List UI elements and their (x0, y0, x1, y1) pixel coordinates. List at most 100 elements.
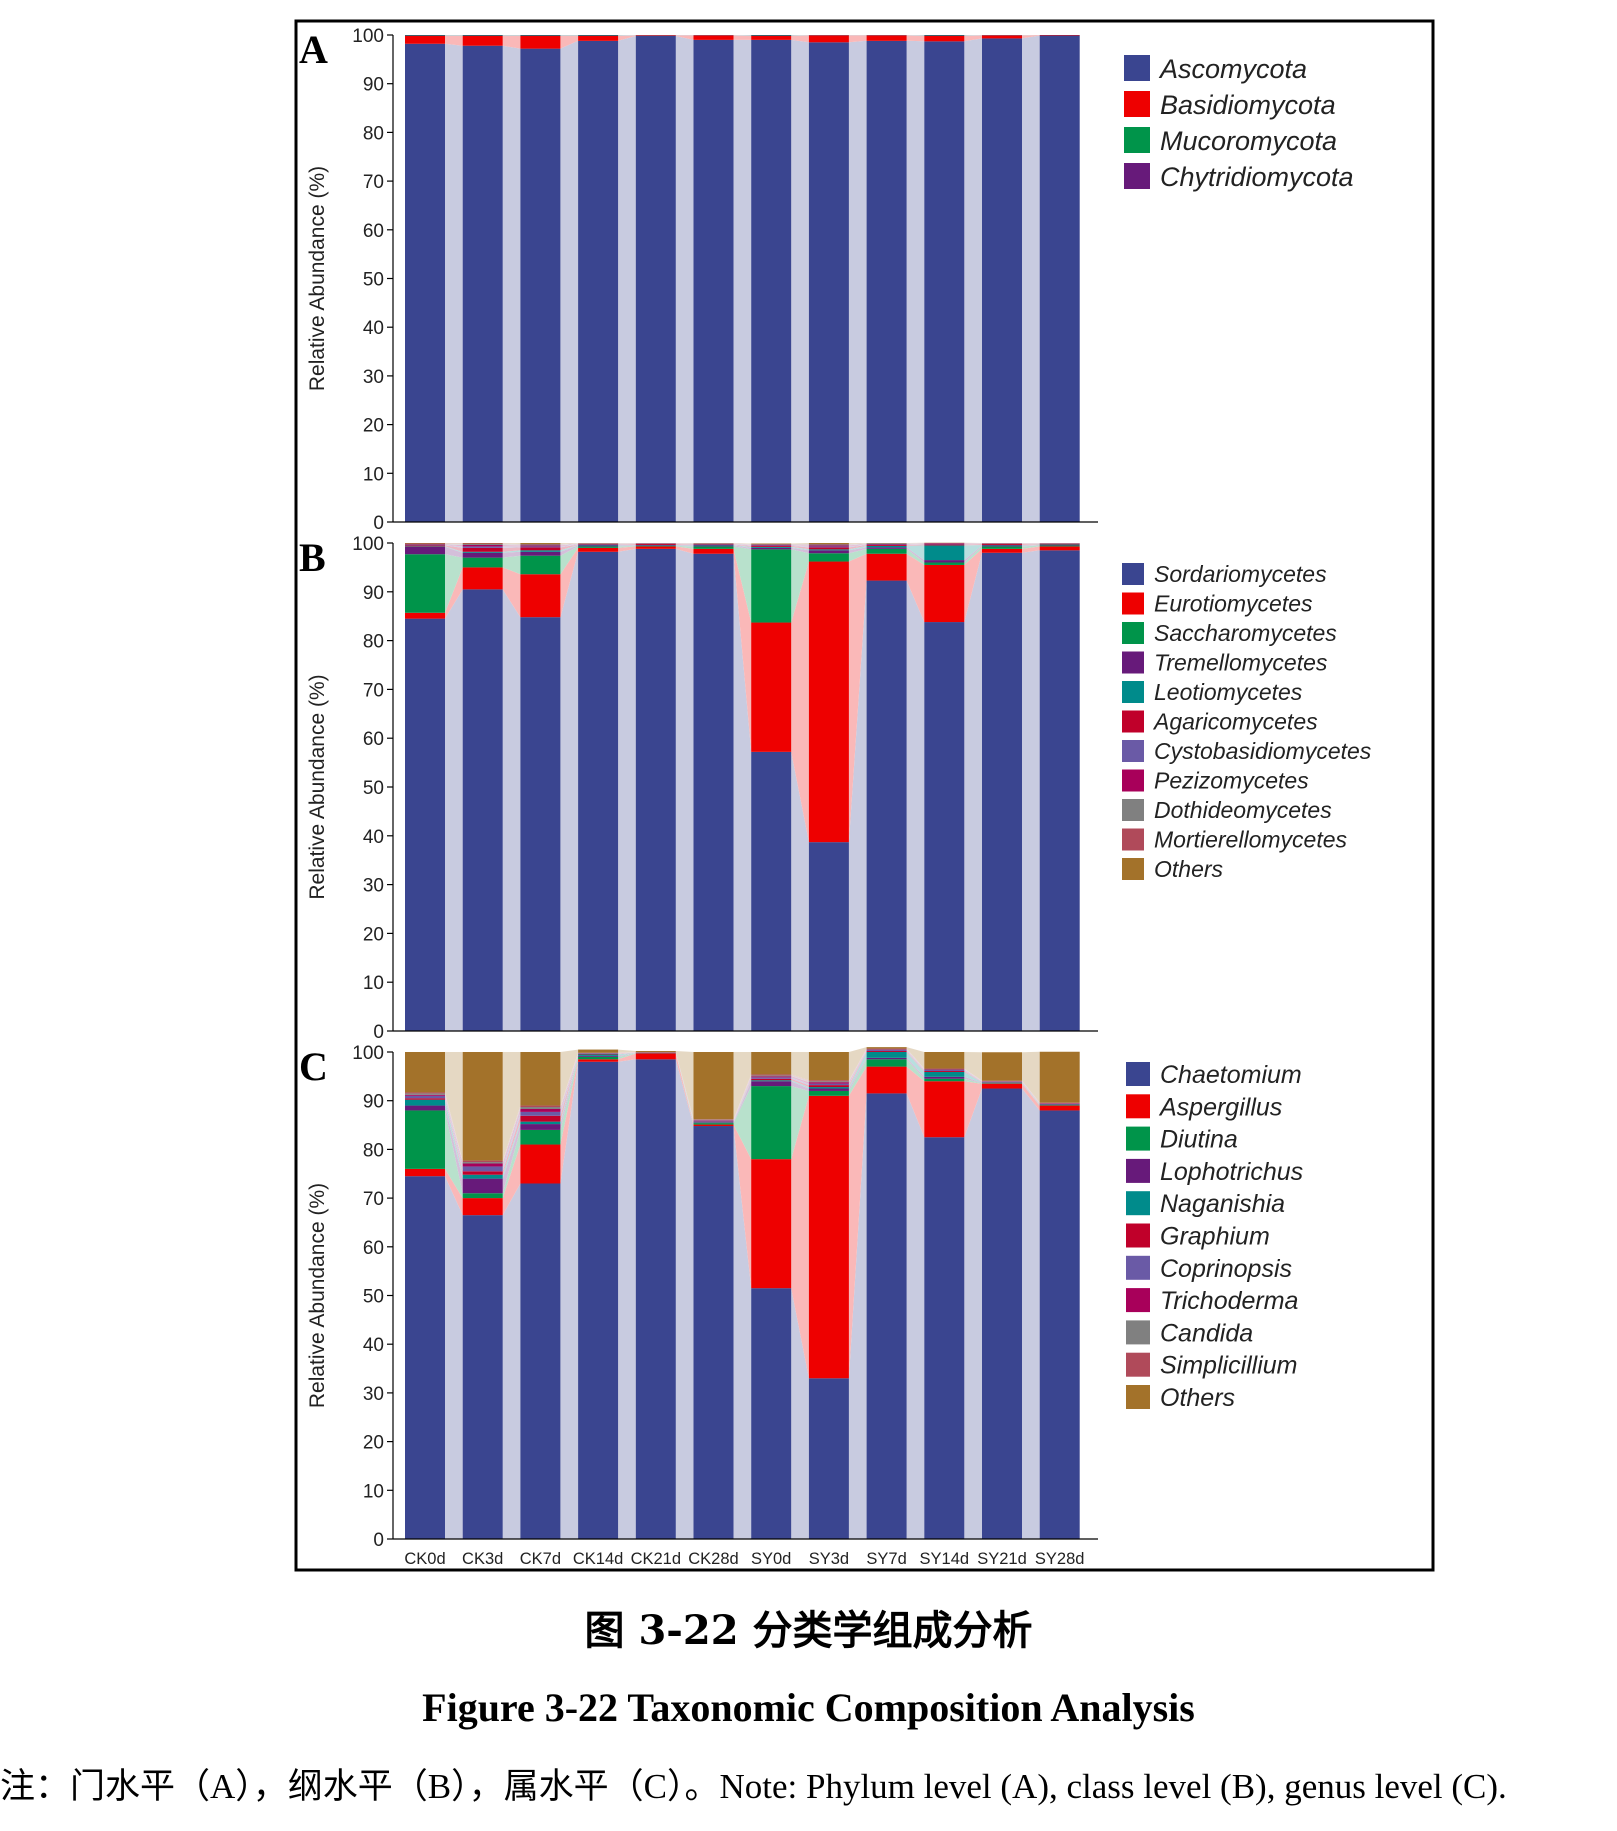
band-others-0 (445, 543, 463, 544)
bar-aspergillus-ck28d (693, 1124, 734, 1127)
bar-aspergillus-ck14d (578, 1059, 619, 1062)
band-simplicillium-10 (1022, 1080, 1040, 1103)
band-basidiomycota-6 (791, 35, 809, 43)
bar-chaetomium-sy28d (1039, 1110, 1080, 1539)
band-dothideomycetes-2 (560, 543, 579, 546)
bar-graphium-sy0d (751, 1078, 792, 1081)
band-chytridiomycota-2 (560, 35, 579, 36)
band-candida-1 (502, 1107, 521, 1164)
bar-sordariomycetes-sy7d (866, 580, 907, 1031)
bar-trichoderma-sy0d (751, 1076, 792, 1078)
bar-leotiomycetes-sy7d (866, 545, 907, 548)
legend-swatch (1122, 651, 1144, 674)
legend-label: Dothideomycetes (1154, 797, 1332, 823)
band-basidiomycota-4 (675, 35, 694, 40)
band-others-10 (1022, 1051, 1040, 1103)
x-tick-label: SY0d (751, 1550, 791, 1568)
bar-others-ck0d (405, 1052, 445, 1093)
bar-diutina-sy14d (924, 1078, 965, 1082)
band-pezizomycetes-8 (906, 543, 925, 545)
band-others-0 (445, 1052, 463, 1161)
band-coprinopsis-3 (618, 1052, 636, 1054)
band-mucoromycota-6 (791, 35, 809, 36)
y-tick-label: 60 (363, 221, 384, 242)
bar-saccharomycetes-ck0d (405, 554, 445, 613)
band-basidiomycota-7 (848, 35, 867, 43)
band-coprinopsis-2 (560, 1053, 579, 1116)
bar-naganishia-sy7d (866, 1052, 907, 1058)
band-basidiomycota-10 (1022, 35, 1040, 39)
bar-cystobasidiomycetes-ck3d (462, 546, 503, 548)
bar-aspergillus-sy0d (751, 1159, 792, 1289)
legend-swatch (1124, 127, 1150, 153)
band-tremellomycetes-0 (445, 546, 463, 558)
bar-diutina-sy3d (808, 1090, 849, 1096)
band-simplicillium-9 (964, 1068, 982, 1081)
bar-diutina-ck0d (405, 1110, 445, 1169)
band-chaetomium-1 (502, 1183, 521, 1539)
band-saccharomycetes-0 (445, 554, 463, 613)
bar-others-sy3d (808, 543, 849, 544)
bar-pezizomycetes-ck7d (520, 545, 561, 547)
band-ascomycota-5 (733, 39, 752, 523)
y-tick-label: 60 (363, 729, 384, 750)
y-axis-label: Relative Abundance (%) (306, 1183, 329, 1408)
band-diutina-2 (560, 1056, 579, 1145)
band-naganishia-10 (1022, 1082, 1040, 1105)
band-eurotiomycetes-1 (502, 567, 521, 618)
bar-trichoderma-sy3d (808, 1082, 849, 1084)
band-candida-3 (618, 1052, 636, 1054)
bar-basidiomycota-ck3d (462, 35, 503, 46)
bar-saccharomycetes-sy28d (1039, 545, 1080, 547)
bar-coprinopsis-ck7d (520, 1111, 561, 1116)
band-chytridiomycota-1 (502, 35, 521, 36)
bar-tremellomycetes-sy21d (982, 545, 1022, 547)
bar-chaetomium-ck7d (520, 1183, 561, 1539)
bar-pezizomycetes-sy3d (808, 545, 849, 547)
band-leotiomycetes-1 (502, 550, 521, 553)
band-naganishia-0 (445, 1099, 463, 1179)
band-simplicillium-3 (618, 1052, 636, 1053)
band-graphium-1 (502, 1115, 521, 1175)
bar-others-ck14d (578, 1049, 619, 1053)
band-others-3 (618, 1049, 636, 1053)
bar-cystobasidiomycetes-ck7d (520, 546, 561, 548)
bar-dothideomycetes-sy3d (808, 544, 849, 546)
band-tremellomycetes-1 (502, 551, 521, 558)
bar-chaetomium-ck3d (462, 1215, 503, 1539)
bar-naganishia-ck0d (405, 1099, 445, 1106)
band-chaetomium-10 (1022, 1088, 1040, 1539)
band-aspergillus-7 (848, 1066, 867, 1379)
bar-coprinopsis-ck0d (405, 1095, 445, 1099)
legend-label: Diutina (1160, 1126, 1238, 1154)
y-tick-label: 50 (363, 1287, 384, 1308)
band-lophotrichus-5 (733, 1081, 752, 1124)
band-agaricomycetes-5 (733, 544, 752, 547)
band-chaetomium-9 (964, 1088, 982, 1539)
bar-eurotiomycetes-ck0d (405, 612, 445, 619)
band-agaricomycetes-10 (1022, 544, 1040, 545)
legend-swatch (1122, 799, 1144, 821)
band-naganishia-7 (848, 1052, 867, 1089)
band-naganishia-1 (502, 1121, 521, 1179)
band-sordariomycetes-0 (445, 589, 463, 1031)
band-tremellomycetes-4 (675, 545, 694, 547)
band-ascomycota-9 (964, 38, 982, 523)
y-tick-label: 100 (352, 26, 384, 47)
band-trichoderma-10 (1022, 1081, 1040, 1104)
bar-sordariomycetes-ck21d (635, 548, 676, 1031)
band-graphium-3 (618, 1052, 636, 1055)
band-others-5 (733, 543, 752, 544)
y-tick-label: 10 (363, 1481, 384, 1502)
band-ascomycota-6 (791, 39, 809, 523)
band-sordariomycetes-10 (1022, 550, 1040, 1031)
band-ascomycota-10 (1022, 35, 1040, 522)
band-pezizomycetes-3 (618, 543, 636, 544)
bar-leotiomycetes-sy0d (751, 546, 792, 548)
bar-aspergillus-sy28d (1039, 1105, 1080, 1111)
y-tick-label: 90 (363, 1092, 384, 1113)
band-basidiomycota-2 (560, 36, 579, 49)
band-chaetomium-2 (560, 1061, 579, 1539)
legend-swatch (1126, 1191, 1150, 1216)
band-diutina-1 (502, 1129, 521, 1199)
